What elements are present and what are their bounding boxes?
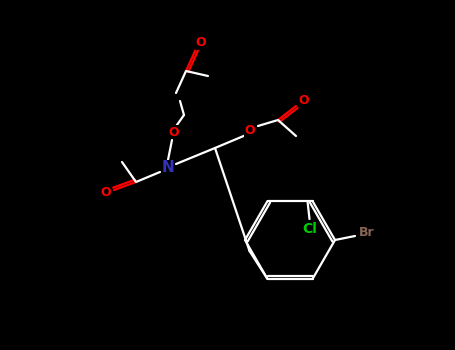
Text: Br: Br <box>359 225 375 238</box>
Text: O: O <box>298 93 309 106</box>
Text: O: O <box>196 36 206 49</box>
Text: O: O <box>245 124 255 136</box>
Text: O: O <box>101 186 111 198</box>
Text: O: O <box>169 126 179 139</box>
Text: N: N <box>162 161 174 175</box>
Text: Cl: Cl <box>302 222 317 236</box>
